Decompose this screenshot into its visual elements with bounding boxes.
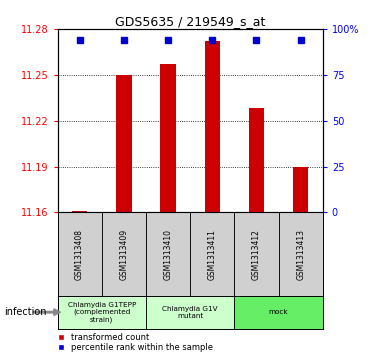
Text: Chlamydia G1V
mutant: Chlamydia G1V mutant <box>162 306 218 319</box>
Text: GSM1313411: GSM1313411 <box>208 229 217 280</box>
Text: Chlamydia G1TEPP
(complemented
strain): Chlamydia G1TEPP (complemented strain) <box>68 302 136 323</box>
Bar <box>146 212 190 296</box>
Bar <box>146 296 234 329</box>
Bar <box>293 167 308 212</box>
Bar <box>72 211 87 212</box>
Bar <box>102 212 146 296</box>
Bar <box>249 109 264 212</box>
Bar <box>160 64 176 212</box>
Text: GSM1313412: GSM1313412 <box>252 229 261 280</box>
Bar <box>58 296 146 329</box>
Text: GSM1313408: GSM1313408 <box>75 229 84 280</box>
Bar <box>190 212 234 296</box>
Text: GSM1313413: GSM1313413 <box>296 229 305 280</box>
Legend: transformed count, percentile rank within the sample: transformed count, percentile rank withi… <box>58 333 213 352</box>
Text: infection: infection <box>4 307 46 317</box>
Bar <box>279 212 323 296</box>
Text: GSM1313410: GSM1313410 <box>164 229 173 280</box>
Bar <box>116 75 132 212</box>
Bar <box>234 212 279 296</box>
Bar <box>204 41 220 212</box>
Text: mock: mock <box>269 309 288 315</box>
Title: GDS5635 / 219549_s_at: GDS5635 / 219549_s_at <box>115 15 265 28</box>
Bar <box>58 212 102 296</box>
Bar <box>234 296 323 329</box>
Text: GSM1313409: GSM1313409 <box>119 229 128 280</box>
